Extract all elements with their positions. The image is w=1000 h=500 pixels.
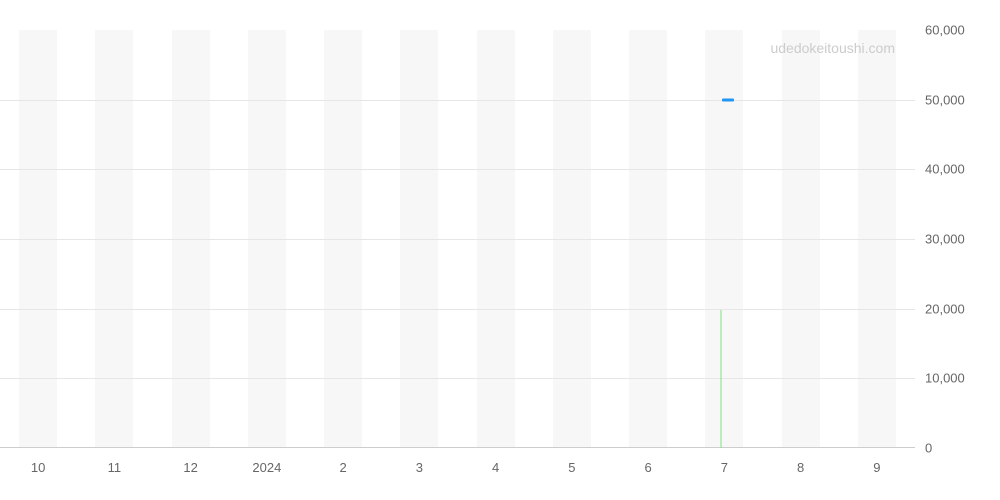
x-tick-label: 11 — [108, 460, 122, 475]
y-tick-label: 60,000 — [925, 23, 1000, 38]
x-tick-label: 3 — [416, 460, 423, 475]
plot-area — [0, 30, 915, 448]
x-tick-label: 5 — [568, 460, 575, 475]
price-chart: 0 10,000 20,000 30,000 40,000 50,000 60,000 10… — [0, 0, 1000, 500]
x-tick-label: 9 — [873, 460, 880, 475]
grid-line — [0, 239, 915, 240]
y-tick-label: 20,000 — [925, 301, 1000, 316]
x-axis-line — [0, 447, 915, 448]
x-tick-label: 12 — [183, 460, 197, 475]
x-tick-label: 7 — [721, 460, 728, 475]
x-tick-label: 6 — [645, 460, 652, 475]
x-tick-label: 2024 — [252, 460, 281, 475]
grid-line — [0, 100, 915, 101]
grid-line — [0, 378, 915, 379]
x-tick-label: 10 — [31, 460, 45, 475]
grid-line — [0, 309, 915, 310]
watermark-text: udedokeitoushi.com — [770, 40, 895, 56]
y-tick-label: 0 — [925, 441, 1000, 456]
y-tick-label: 40,000 — [925, 162, 1000, 177]
x-tick-label: 8 — [797, 460, 804, 475]
volume-bar — [720, 310, 721, 448]
price-marker — [722, 98, 734, 101]
y-tick-label: 50,000 — [925, 92, 1000, 107]
y-tick-label: 30,000 — [925, 232, 1000, 247]
grid-line — [0, 169, 915, 170]
x-tick-label: 2 — [340, 460, 347, 475]
y-tick-label: 10,000 — [925, 371, 1000, 386]
x-tick-label: 4 — [492, 460, 499, 475]
